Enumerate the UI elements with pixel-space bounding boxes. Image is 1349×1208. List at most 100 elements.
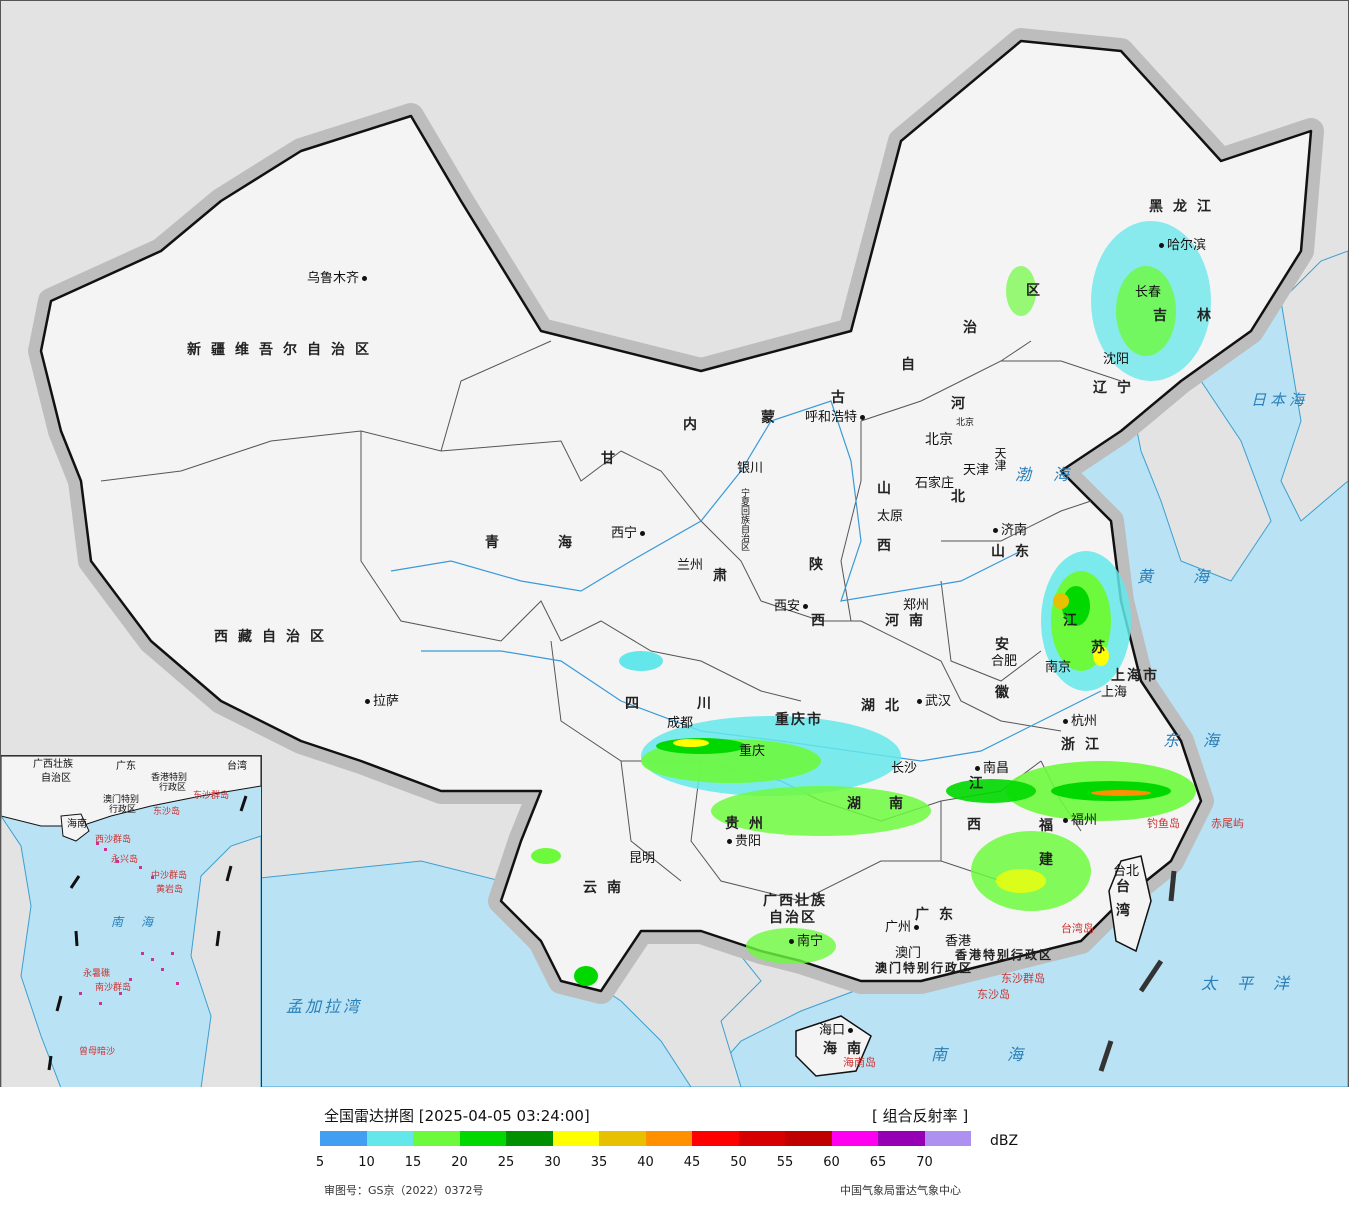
inset-label-xisha: 西沙群岛: [95, 835, 132, 845]
city-kunming: 昆明: [629, 851, 656, 866]
city-changchun: 长春: [1135, 285, 1162, 300]
legend-tick-label: 50: [730, 1155, 747, 1170]
city-shijiazhuang: 石家庄: [915, 476, 955, 491]
province-anhui-1: 安: [995, 637, 1019, 653]
city-hefei: 合肥: [991, 654, 1018, 669]
legend-swatch: [320, 1131, 367, 1146]
province-neimenggu-6: 区: [1026, 283, 1050, 299]
province-hubei: 湖北: [861, 698, 909, 714]
legend-tick-label: 10: [358, 1155, 375, 1170]
inset-label-zhongsha: 中沙群岛: [151, 871, 188, 881]
province-sichuan-1: 四: [625, 696, 649, 712]
legend-tick-label: 40: [637, 1155, 654, 1170]
province-beijing: 北京: [956, 418, 975, 428]
city-lanzhou: 兰州: [677, 558, 704, 573]
south-china-sea-inset: 广西壮族 自治区 广东 台湾 香港特别 行政区 澳门特别 行政区 东沙群岛 东沙…: [1, 755, 262, 1087]
province-macao: 澳门特别行政区: [875, 961, 974, 975]
province-guangxi-1: 广西壮族: [763, 893, 827, 909]
inset-label-macao: 澳门特别: [103, 795, 140, 805]
province-hainan: 海南: [823, 1041, 871, 1057]
city-fuzhou: 福州: [1063, 814, 1097, 827]
inset-label-hainan: 海南: [67, 819, 87, 830]
legend-swatch: [599, 1131, 646, 1146]
city-hongkong: 香港: [945, 934, 972, 949]
sea-donghai: 东海: [1163, 731, 1244, 750]
province-guizhou: 贵州: [725, 816, 773, 832]
city-tianjin: 天津: [963, 463, 990, 478]
approval-number: 审图号：GS京（2022）0372号: [324, 1184, 484, 1197]
city-macao: 澳门: [895, 946, 922, 961]
legend-tick-label: 65: [869, 1155, 887, 1170]
city-nanning: 南宁: [789, 935, 823, 948]
province-jiangxi-1: 江: [969, 776, 993, 792]
province-hebei-2: 北: [951, 489, 975, 505]
legend-tick-label: 5: [315, 1155, 325, 1170]
province-yunnan: 云南: [583, 880, 631, 896]
island-taiwan: 台湾岛: [1061, 922, 1094, 935]
city-guangzhou: 广州: [885, 921, 919, 934]
province-jiangsu-2: 苏: [1091, 640, 1115, 656]
inset-dashes: [47, 795, 248, 1071]
province-hunan-1: 湖: [847, 796, 871, 812]
legend: 全国雷达拼图 [2025-04-05 03:24:00] [ 组合反射率 ] 5…: [0, 1087, 1349, 1208]
island-dongsha: 东沙群岛: [1001, 972, 1045, 985]
legend-tick-label: 30: [544, 1155, 561, 1170]
province-jilin-2: 林: [1197, 308, 1221, 324]
province-henan: 河南: [885, 613, 933, 629]
legend-swatch: [831, 1131, 878, 1146]
inset-hainan: [60, 813, 90, 842]
province-neimenggu-2: 蒙: [761, 410, 785, 426]
city-guiyang: 贵阳: [727, 835, 761, 848]
sea-taiping: 太平洋: [1201, 974, 1310, 993]
inset-label-zengmu: 曾母暗沙: [79, 1047, 116, 1057]
legend-tick-label: 45: [683, 1155, 701, 1170]
city-taiyuan: 太原: [877, 509, 904, 524]
city-haikou: 海口: [819, 1024, 853, 1037]
legend-swatch: [366, 1131, 413, 1146]
inset-label-huangyan: 黄岩岛: [156, 885, 184, 895]
province-shaanxi-1: 陕: [809, 557, 833, 573]
legend-swatch: [878, 1131, 925, 1146]
legend-swatch: [924, 1131, 971, 1146]
province-hebei-1: 河: [951, 396, 975, 412]
legend-title: 全国雷达拼图 [2025-04-05 03:24:00]: [324, 1107, 590, 1125]
province-heilongjiang: 黑龙江: [1149, 199, 1221, 215]
province-guangxi-2: 自治区: [769, 910, 817, 926]
inset-east-coast: [190, 835, 261, 1087]
province-ningxia: 宁夏回族自治区: [739, 488, 749, 551]
inset-west-coast: [1, 815, 62, 1087]
island-chiwei: 赤尾屿: [1211, 817, 1244, 830]
radar-map: 新疆维吾尔自治区 西藏自治区 青 海 甘 肃 内 蒙 古 自 治 区 黑龙江 吉…: [0, 0, 1349, 1088]
inset-label-dongsha: 东沙群岛: [193, 791, 230, 801]
province-gansu-2: 肃: [713, 568, 737, 584]
inset-label-nanhai: 南海: [111, 915, 172, 929]
legend-swatch: [738, 1131, 785, 1146]
legend-swatch: [552, 1131, 599, 1146]
province-taiwan-1: 台: [1116, 879, 1140, 895]
province-neimenggu-3: 古: [831, 390, 855, 406]
province-anhui-2: 徽: [995, 685, 1019, 701]
city-urumqi: 乌鲁木齐: [307, 272, 367, 285]
city-xining: 西宁: [611, 527, 645, 540]
province-jiangxi-2: 西: [967, 817, 991, 833]
province-neimenggu-5: 治: [963, 320, 987, 336]
city-hangzhou: 杭州: [1063, 715, 1097, 728]
source-credit: 中国气象局雷达气象中心: [840, 1184, 961, 1197]
legend-tick-label: 60: [823, 1155, 840, 1170]
province-taiwan-2: 湾: [1116, 903, 1140, 919]
sea-bohai: 渤海: [1015, 465, 1092, 484]
province-neimenggu-4: 自: [901, 357, 925, 373]
sea-nanhai: 南海: [931, 1045, 1084, 1064]
legend-tick-label: 20: [451, 1155, 468, 1170]
legend-swatch: [459, 1131, 506, 1146]
inset-label-nansha: 南沙群岛: [95, 983, 132, 993]
legend-tick-label: 25: [497, 1155, 515, 1170]
legend-swatch: [645, 1131, 692, 1146]
inset-label-yongshu: 永暑礁: [83, 969, 111, 979]
city-harbin: 哈尔滨: [1159, 239, 1206, 252]
legend-color-bar: [320, 1131, 971, 1146]
radar-echoes: [531, 221, 1211, 986]
inset-canvas: [1, 756, 261, 1087]
province-gansu: 甘: [601, 451, 625, 467]
inset-label-hk: 香港特别: [151, 773, 188, 783]
